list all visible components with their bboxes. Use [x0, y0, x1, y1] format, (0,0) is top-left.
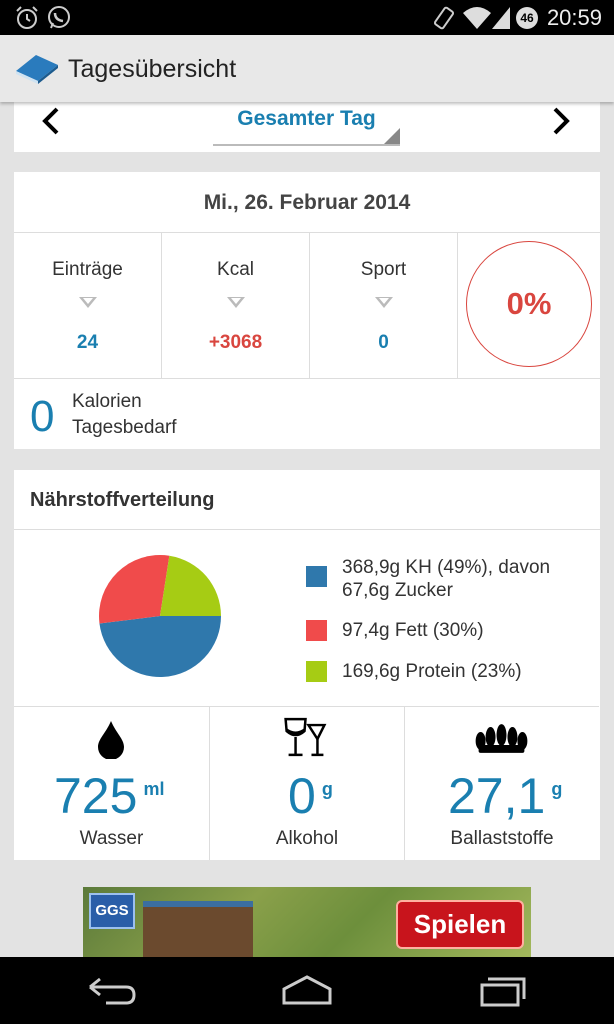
- metric-name: Wasser: [79, 828, 144, 849]
- nutrients-card: Nährstoffverteilung 368,9g KH (49%), dav…: [14, 470, 600, 860]
- percent-cell: 0%: [458, 233, 600, 379]
- back-icon[interactable]: [86, 973, 138, 1009]
- pie-slice-fett: [99, 555, 170, 624]
- chevron-right-icon[interactable]: [550, 105, 572, 146]
- metric-unit: g: [321, 779, 333, 799]
- metric-unit: ml: [143, 779, 165, 799]
- percent-circle: 0%: [466, 241, 592, 367]
- grain-icon: [475, 724, 528, 753]
- navigation-bar: [0, 957, 614, 1024]
- expand-triangle-icon: [375, 297, 393, 308]
- home-icon[interactable]: [280, 973, 334, 1009]
- metric-number: 0: [288, 768, 316, 824]
- ad-castle-image: [143, 901, 253, 957]
- nutrients-heading: Nährstoffverteilung: [14, 470, 600, 530]
- legend-text: 368,9g KH (49%), davon 67,6g Zucker: [342, 557, 551, 601]
- dropdown-corner-icon: [384, 128, 400, 144]
- day-dropdown[interactable]: Gesamter Tag: [213, 102, 400, 146]
- whatsapp-icon: [48, 6, 70, 29]
- rotate-icon: [433, 6, 455, 30]
- signal-icon: [492, 7, 510, 29]
- water-drop-icon: [98, 721, 124, 759]
- summary-card: Mi., 26. Februar 2014 Einträge 24 Kcal +…: [14, 172, 600, 449]
- metric-name: Ballaststoffe: [450, 828, 554, 849]
- day-selector: Gesamter Tag: [14, 102, 600, 152]
- network-badge: 46: [516, 7, 538, 29]
- metric-value: 725 ml: [54, 767, 164, 825]
- legend-swatch: [306, 566, 327, 587]
- alarm-icon: [16, 6, 38, 29]
- chevron-left-icon[interactable]: [40, 105, 62, 146]
- stat-value: 0: [378, 332, 389, 353]
- calories-label-line-1: Kalorien: [72, 391, 142, 412]
- day-dropdown-label: Gesamter Tag: [237, 107, 376, 130]
- date-label: Mi., 26. Februar 2014: [14, 172, 600, 233]
- stat-label: Sport: [360, 259, 407, 280]
- metric-number: 725: [54, 768, 138, 824]
- stat-label: Kcal: [217, 259, 254, 280]
- metric-value: 27,1 g: [448, 767, 562, 825]
- action-bar: Tagesübersicht: [0, 35, 614, 102]
- recents-icon[interactable]: [478, 973, 528, 1009]
- ad-banner[interactable]: GGS Spielen: [83, 887, 531, 957]
- pie-slice-kh: [99, 616, 221, 677]
- expand-triangle-icon: [79, 297, 97, 308]
- pie-slice-protein: [160, 555, 221, 616]
- stat-kcal[interactable]: Kcal +3068: [162, 233, 310, 379]
- metric-water[interactable]: 725 ml Wasser: [14, 706, 209, 860]
- stat-value: +3068: [208, 332, 263, 353]
- legend-swatch: [306, 661, 327, 682]
- calories-label-line-2: Tagesbedarf: [72, 417, 177, 438]
- expand-triangle-icon: [227, 297, 245, 308]
- wifi-icon: [463, 7, 491, 29]
- metric-unit: g: [551, 779, 563, 799]
- calories-value: 0: [30, 392, 55, 441]
- book-icon[interactable]: [14, 51, 60, 85]
- stat-sport[interactable]: Sport 0: [310, 233, 458, 379]
- nutrient-pie-chart: [99, 555, 221, 677]
- status-bar: 46 20:59: [0, 0, 614, 35]
- legend-text: 97,4g Fett (30%): [342, 620, 484, 641]
- stat-label: Einträge: [52, 259, 123, 280]
- legend-swatch: [306, 620, 327, 641]
- ad-play-button[interactable]: Spielen: [396, 900, 524, 949]
- metric-number: 27,1: [448, 768, 546, 824]
- wine-glass-icon: [284, 717, 327, 757]
- metric-fiber[interactable]: 27,1 g Ballaststoffe: [404, 706, 599, 860]
- stat-value: 24: [76, 332, 99, 353]
- metric-name: Alkohol: [275, 828, 339, 849]
- page-title: Tagesübersicht: [68, 55, 237, 83]
- calories-label: Kalorien Tagesbedarf: [72, 389, 177, 441]
- stat-entries[interactable]: Einträge 24: [14, 233, 162, 379]
- clock: 20:59: [546, 5, 602, 30]
- legend-text: 169,6g Protein (23%): [342, 661, 522, 682]
- ad-logo: GGS: [89, 893, 135, 929]
